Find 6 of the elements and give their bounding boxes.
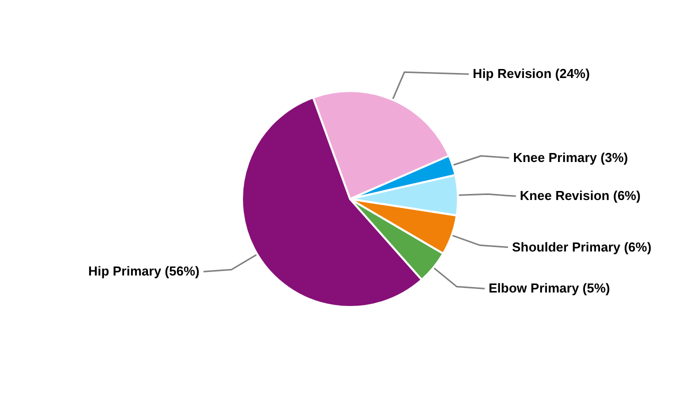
slice-label: Shoulder Primary (6%) [512,239,652,254]
slice-label: Knee Primary (3%) [513,150,628,165]
slice-label: Hip Revision (24%) [472,66,590,82]
slice-label: Knee Revision (6%) [520,188,641,204]
slice-label: Elbow Primary (5%) [488,280,610,296]
slice-label: Hip Primary (56%) [88,264,200,279]
